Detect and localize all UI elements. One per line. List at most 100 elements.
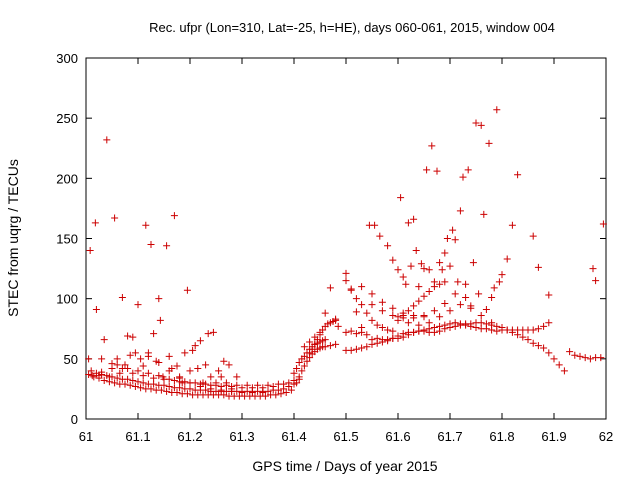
data-point xyxy=(480,210,488,218)
data-point xyxy=(217,373,225,381)
data-point xyxy=(98,370,106,378)
data-point xyxy=(430,324,438,332)
data-point xyxy=(425,319,433,327)
data-point xyxy=(368,316,376,324)
data-point xyxy=(155,372,163,380)
data-point xyxy=(358,301,366,309)
data-point xyxy=(92,369,100,377)
data-point xyxy=(472,324,480,332)
data-point xyxy=(425,325,433,333)
data-point xyxy=(116,369,124,377)
data-point xyxy=(560,367,568,375)
data-point xyxy=(389,327,397,335)
data-point xyxy=(410,312,418,320)
data-point xyxy=(389,304,397,312)
data-point xyxy=(402,280,410,288)
data-point xyxy=(443,235,451,242)
data-point xyxy=(326,284,334,292)
data-point xyxy=(410,328,418,336)
data-point xyxy=(173,362,181,370)
data-point xyxy=(446,320,454,328)
x-tick-label: 61.3 xyxy=(229,429,254,444)
data-point xyxy=(233,373,241,381)
data-point xyxy=(425,266,433,274)
data-point xyxy=(121,361,129,369)
data-point xyxy=(111,214,119,222)
data-point xyxy=(493,106,501,114)
data-point xyxy=(108,373,116,381)
data-point xyxy=(87,367,95,375)
data-point xyxy=(332,315,340,323)
data-point xyxy=(469,259,477,267)
data-point xyxy=(371,221,379,229)
data-point xyxy=(368,301,376,309)
data-point xyxy=(170,212,178,220)
data-point xyxy=(290,369,298,377)
data-point xyxy=(88,372,96,380)
data-point xyxy=(519,333,527,341)
data-point xyxy=(389,312,397,320)
data-point xyxy=(446,262,454,270)
data-point xyxy=(186,379,194,387)
data-point xyxy=(571,351,579,359)
data-point xyxy=(269,383,277,391)
data-point xyxy=(155,295,163,303)
data-point xyxy=(342,328,350,336)
data-point xyxy=(311,333,319,341)
data-point xyxy=(326,342,334,350)
data-point xyxy=(126,351,134,359)
data-point xyxy=(321,343,329,351)
data-point xyxy=(394,334,402,342)
data-point xyxy=(300,352,308,360)
data-point xyxy=(352,330,360,338)
data-point xyxy=(137,355,145,363)
data-point xyxy=(410,302,418,310)
data-point xyxy=(272,391,280,399)
data-point xyxy=(85,370,93,378)
data-point xyxy=(334,322,342,330)
data-point xyxy=(477,319,485,327)
data-point xyxy=(451,319,459,327)
y-tick-label: 200 xyxy=(56,171,78,186)
data-point xyxy=(280,380,288,388)
data-point xyxy=(139,372,147,380)
data-point xyxy=(163,242,171,250)
data-point xyxy=(137,384,145,392)
data-point xyxy=(417,260,425,268)
data-point xyxy=(498,271,506,279)
data-point xyxy=(220,391,228,399)
data-point xyxy=(91,219,99,227)
data-point xyxy=(404,319,412,327)
data-point xyxy=(144,369,152,377)
y-tick-label: 0 xyxy=(71,412,78,427)
plot-frame xyxy=(85,57,607,420)
data-point xyxy=(165,367,173,375)
data-point xyxy=(129,333,137,341)
data-point xyxy=(363,343,371,351)
data-point xyxy=(589,265,597,273)
y-tick-label: 100 xyxy=(56,292,78,307)
data-point xyxy=(163,387,171,395)
data-point xyxy=(449,226,457,234)
data-point xyxy=(217,386,225,394)
data-point xyxy=(189,346,197,354)
data-point xyxy=(441,299,449,307)
data-point xyxy=(176,374,184,382)
data-point xyxy=(467,304,475,312)
data-point xyxy=(287,386,295,394)
data-point xyxy=(407,262,415,270)
x-tick-label: 61.2 xyxy=(177,429,202,444)
data-point xyxy=(90,373,98,381)
data-point xyxy=(150,374,158,382)
data-point xyxy=(243,381,251,389)
data-point xyxy=(293,379,301,387)
data-point xyxy=(358,344,366,352)
data-point xyxy=(308,345,316,353)
data-point xyxy=(488,326,496,334)
data-point xyxy=(441,249,449,257)
data-point xyxy=(131,349,139,357)
data-point xyxy=(285,379,293,387)
data-point xyxy=(311,340,319,348)
data-point xyxy=(389,256,397,264)
data-point xyxy=(545,349,553,357)
